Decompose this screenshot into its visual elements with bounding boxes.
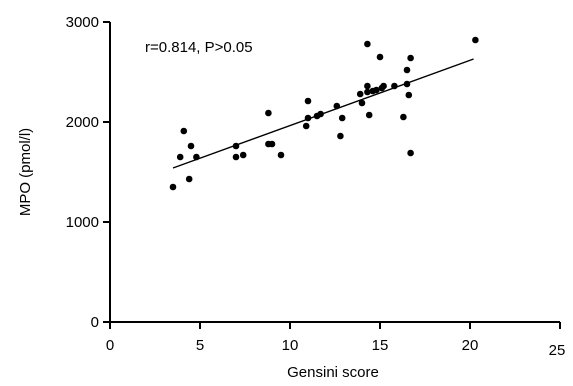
x-tick-label: 15: [372, 337, 389, 354]
data-point: [391, 82, 398, 90]
x-ticks: 0 5 10 15 20 25: [106, 322, 566, 359]
y-axis-title: MPO (pmol/l): [17, 128, 34, 216]
data-point: [364, 88, 371, 96]
data-points: [169, 36, 479, 191]
data-point: [169, 183, 177, 191]
data-point: [317, 110, 324, 118]
x-tick-label: 25: [549, 342, 566, 359]
data-point: [407, 149, 414, 157]
y-tick-label: 3000: [66, 14, 99, 31]
data-point: [302, 122, 310, 130]
data-point: [373, 86, 380, 94]
data-point: [187, 142, 195, 150]
data-point: [407, 54, 414, 62]
data-point: [364, 40, 371, 48]
data-point: [304, 114, 312, 122]
x-tick-label: 0: [106, 337, 114, 354]
data-point: [277, 151, 285, 159]
data-point: [364, 82, 371, 90]
data-point: [376, 53, 384, 61]
data-point: [365, 111, 373, 119]
x-axis-title: Gensini score: [287, 364, 379, 381]
data-point: [403, 80, 411, 88]
data-point: [232, 142, 240, 150]
data-point: [333, 102, 341, 110]
data-point: [337, 132, 344, 140]
x-tick-label: 5: [196, 337, 204, 354]
data-point: [358, 99, 366, 107]
y-tick-label: 0: [91, 314, 99, 331]
data-point: [239, 151, 247, 159]
data-point: [380, 82, 387, 90]
data-point: [268, 140, 276, 148]
x-tick-label: 10: [282, 337, 299, 354]
data-point: [232, 153, 240, 161]
data-point: [356, 90, 364, 98]
correlation-annotation: r=0.814, P>0.05: [145, 39, 253, 56]
data-point: [180, 127, 188, 135]
x-tick-label: 20: [462, 337, 479, 354]
y-tick-label: 2000: [66, 114, 99, 131]
data-point: [265, 109, 272, 117]
data-point: [304, 97, 312, 105]
data-point: [403, 66, 411, 74]
data-point: [176, 153, 184, 161]
data-point: [400, 113, 407, 121]
y-ticks: 0 1000 2000 3000: [66, 14, 110, 331]
data-point: [185, 175, 193, 183]
data-point: [472, 36, 479, 44]
data-point: [338, 114, 346, 122]
data-point: [405, 91, 413, 99]
data-point: [193, 153, 200, 161]
y-tick-label: 1000: [66, 214, 99, 231]
